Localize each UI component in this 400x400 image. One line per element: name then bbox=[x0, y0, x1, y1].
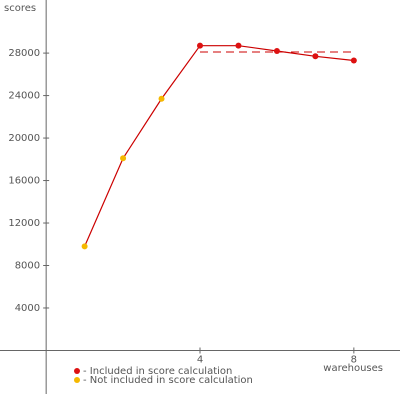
data-point bbox=[350, 57, 357, 64]
y-tick-label: 16000 bbox=[8, 176, 40, 187]
y-axis-label: scores bbox=[4, 3, 36, 14]
x-axis-label: warehouses bbox=[323, 363, 383, 374]
x-tick-label: 4 bbox=[197, 354, 203, 365]
data-line bbox=[84, 45, 354, 247]
data-point bbox=[81, 243, 88, 250]
data-point bbox=[235, 42, 242, 49]
y-tick-label: 4000 bbox=[15, 303, 40, 314]
legend-swatch bbox=[74, 368, 80, 374]
y-tick-label: 8000 bbox=[15, 260, 40, 271]
legend-swatch bbox=[74, 377, 80, 383]
data-point bbox=[197, 42, 203, 49]
y-tick-label: 24000 bbox=[8, 91, 40, 102]
legend-label: - Included in score calculation bbox=[83, 366, 232, 377]
y-tick-label: 12000 bbox=[8, 218, 40, 229]
data-point bbox=[312, 53, 319, 60]
y-tick-label: 28000 bbox=[8, 48, 40, 59]
data-point bbox=[120, 155, 127, 162]
legend-label: - Not included in score calculation bbox=[83, 375, 253, 386]
y-tick-label: 20000 bbox=[8, 133, 40, 144]
x-tick-label: 8 bbox=[351, 354, 357, 365]
data-point bbox=[273, 47, 280, 54]
data-point bbox=[158, 95, 165, 102]
